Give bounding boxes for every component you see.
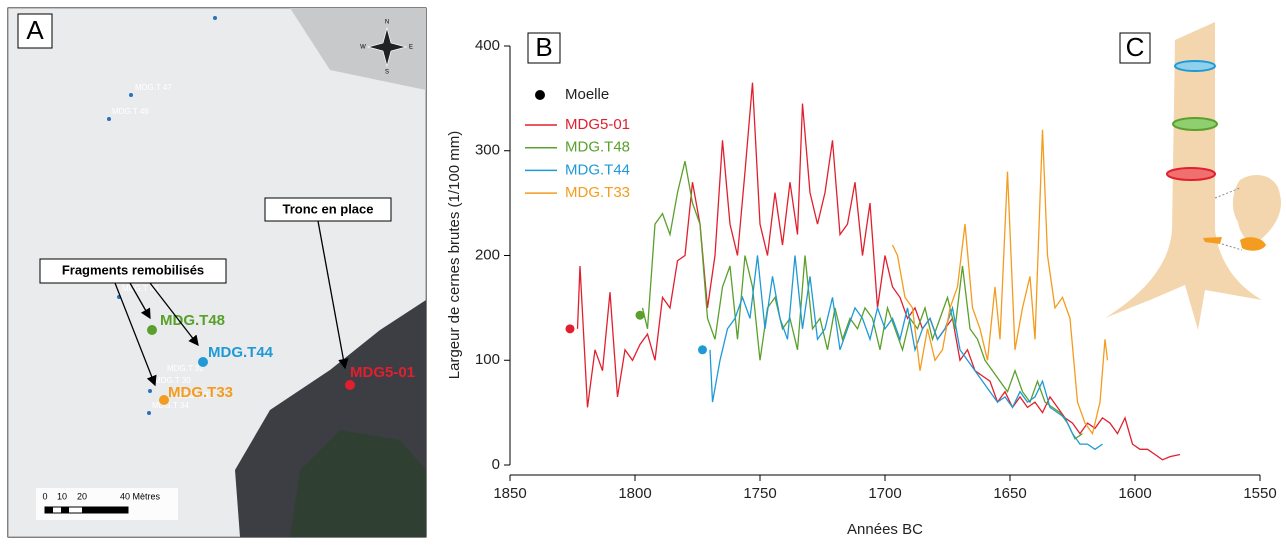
sample-label: MDG.T33 <box>168 384 233 401</box>
sample-dot <box>147 325 157 335</box>
x-tick-label: 1800 <box>618 485 651 502</box>
y-axis-title: Largeur de cernes brutes (1/100 mm) <box>446 131 463 379</box>
sample-label: MDG.T44 <box>208 344 274 361</box>
scale-label: 0 <box>42 491 47 501</box>
callout: Fragments remobilisés <box>62 262 204 277</box>
x-tick-label: 1700 <box>868 485 901 502</box>
legend-label: Moelle <box>565 86 609 103</box>
legend-marker <box>535 90 545 100</box>
scale-label: 40 Mètres <box>120 491 161 501</box>
legend-label: MDG.T48 <box>565 139 630 156</box>
compass-label: N <box>385 20 389 26</box>
point-label: MDG.T 30 <box>154 376 191 385</box>
callout-box <box>39 258 227 284</box>
scale-label: 10 <box>57 491 67 501</box>
scale-bar: 0 10 20 40 Mètres <box>36 488 178 520</box>
sample-dot <box>345 380 355 390</box>
sample-dot <box>198 357 208 367</box>
compass-label: W <box>360 45 366 51</box>
compass-label: E <box>409 45 413 51</box>
panel-label-box <box>1119 32 1151 64</box>
compass-label: S <box>385 70 389 76</box>
panel-label: A <box>26 15 44 45</box>
y-tick-label: 0 <box>492 456 500 473</box>
compass: N E S W <box>360 20 413 76</box>
x-axis-title: Années BC <box>847 521 923 538</box>
y-tick-label: 400 <box>475 37 500 54</box>
x-tick-label: 1650 <box>993 485 1026 502</box>
callout: Tronc en place <box>282 201 373 216</box>
x-tick-label: 1750 <box>743 485 776 502</box>
legend-label: MDG.T44 <box>565 161 630 178</box>
series-line <box>576 82 1181 461</box>
point <box>147 411 151 415</box>
point-label: MDG.T 33 <box>176 391 213 400</box>
point-label: MDG.T 46 <box>112 107 149 116</box>
pith-marker <box>565 324 575 334</box>
panel-label: B <box>535 32 552 62</box>
series-line <box>709 255 1103 451</box>
legend-label: MDG.T33 <box>565 184 630 201</box>
y-tick-label: 100 <box>475 351 500 368</box>
sample-label: MDG5-01 <box>350 364 415 381</box>
series-line <box>641 161 1083 440</box>
point <box>129 93 133 97</box>
point-label: MDG.T 47 <box>135 83 172 92</box>
legend-label: MDG5-01 <box>565 116 630 133</box>
sample-label: MDG.T48 <box>160 312 225 329</box>
y-tick-label: 300 <box>475 142 500 159</box>
pith-marker <box>635 310 645 320</box>
tree-diagram <box>1105 22 1281 330</box>
series-line <box>891 129 1109 436</box>
point <box>107 117 111 121</box>
point-label: MDG.T 45 <box>122 284 159 293</box>
sample-dot <box>159 395 169 405</box>
arrows <box>114 220 349 387</box>
panel-label-box <box>527 32 561 64</box>
pith-marker <box>698 345 707 355</box>
map-forest <box>290 430 426 537</box>
x-tick-label: 1600 <box>1118 485 1151 502</box>
map-panel: A N E S W MDG.T 47 MDG.T 46 MDG.T 45 MDG… <box>7 7 427 538</box>
callout-box <box>264 197 392 222</box>
point <box>213 16 217 20</box>
panel-label-box <box>17 13 53 49</box>
panel-label: C <box>1126 32 1145 62</box>
x-tick-label: 1550 <box>1243 485 1276 502</box>
y-tick-label: 200 <box>475 246 500 263</box>
point <box>148 389 152 393</box>
point-label: MDG.T 34 <box>152 401 189 410</box>
x-tick-label: 1850 <box>493 485 526 502</box>
point-label: MDG.T 32 <box>167 364 204 373</box>
map-slope <box>290 8 426 90</box>
scale-label: 20 <box>77 491 87 501</box>
